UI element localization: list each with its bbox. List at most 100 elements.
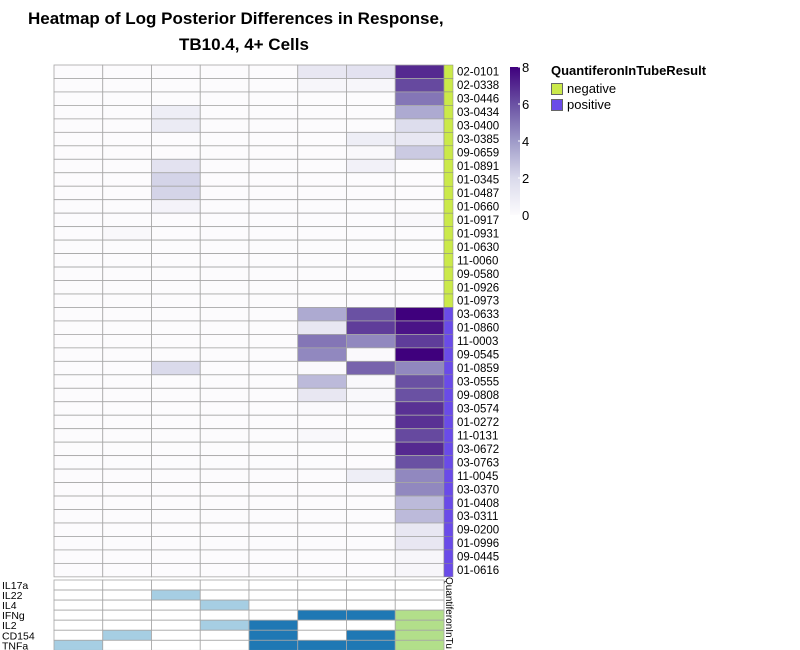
col-annotation-cell: [394, 639, 445, 650]
heatmap-cell: [151, 307, 201, 322]
heatmap-cell: [53, 266, 104, 281]
col-annotation-cell: [248, 609, 299, 621]
heatmap-cell: [297, 455, 347, 470]
heatmap-cell: [102, 158, 152, 174]
heatmap-cell: [53, 226, 104, 241]
col-annotation-cell: [248, 629, 299, 641]
heatmap-cell: [346, 562, 396, 578]
heatmap-cell: [151, 266, 201, 281]
heatmap-cell: [102, 495, 152, 510]
heatmap-cell: [102, 468, 152, 483]
row-label: 01-0272: [457, 417, 499, 429]
heatmap-cell: [297, 468, 347, 483]
heatmap-cell: [248, 333, 299, 349]
heatmap-cell: [199, 253, 250, 268]
row-label: 01-0917: [457, 215, 499, 227]
col-annotation-cell: [53, 609, 104, 621]
heatmap-cell: [248, 91, 299, 106]
row-label: 01-0487: [457, 188, 499, 200]
heatmap-cell: [102, 536, 152, 551]
heatmap-cell: [53, 522, 104, 537]
heatmap-cell: [394, 374, 445, 389]
heatmap-cell: [297, 387, 347, 403]
heatmap-cell: [53, 158, 104, 174]
heatmap-cell: [53, 91, 104, 106]
row-label: 03-0672: [457, 444, 499, 456]
col-annotation-cell: [346, 579, 396, 591]
heatmap-cell: [151, 333, 201, 349]
row-annotation-cell: [443, 105, 454, 120]
heatmap-cell: [394, 212, 445, 228]
heatmap-cell: [199, 482, 250, 497]
heatmap-cell: [199, 78, 250, 93]
row-annotation-cell: [443, 78, 454, 93]
heatmap-cell: [199, 360, 250, 376]
heatmap-cell: [346, 495, 396, 510]
heatmap-cell: [394, 495, 445, 510]
heatmap-cell: [346, 509, 396, 524]
col-annotation-cell: [53, 579, 104, 591]
col-annotation-cell: [297, 599, 347, 611]
heatmap-cell: [248, 266, 299, 281]
heatmap-cell: [199, 414, 250, 430]
col-annotation-label: TNFa: [2, 640, 28, 650]
heatmap-cell: [248, 280, 299, 295]
row-annotation-cell: [443, 118, 454, 133]
col-annotation-cell: [248, 589, 299, 601]
row-label: 03-0763: [457, 457, 499, 469]
col-annotation-cell: [346, 629, 396, 641]
heatmap-cell: [248, 212, 299, 228]
heatmap-cell: [346, 333, 396, 349]
heatmap-cell: [394, 522, 445, 537]
row-annotation-cell: [443, 172, 454, 187]
col-annotation-cell: [394, 599, 445, 611]
heatmap-cell: [346, 131, 396, 147]
heatmap-cell: [297, 226, 347, 241]
heatmap-cell: [297, 333, 347, 349]
heatmap-cell: [248, 360, 299, 376]
heatmap-cell: [151, 105, 201, 120]
heatmap-cell: [297, 145, 347, 160]
row-annotation-cell: [443, 239, 454, 254]
heatmap-cell: [346, 522, 396, 537]
heatmap-cell: [394, 509, 445, 524]
heatmap-cell: [199, 64, 250, 79]
heatmap-cell: [346, 185, 396, 201]
row-annotation-cell: [443, 293, 454, 308]
heatmap-cell: [248, 522, 299, 537]
col-annotation-cell: [199, 579, 250, 591]
row-label: 03-0311: [457, 511, 498, 523]
row-label: 03-0370: [457, 484, 499, 496]
col-annotation-cell: [53, 619, 104, 631]
colorbar-tick-label: 2: [522, 171, 529, 186]
heatmap-cell: [53, 105, 104, 120]
col-annotation-label: IL2: [2, 620, 17, 632]
heatmap-cell: [297, 293, 347, 308]
row-annotation-cell: [443, 441, 454, 456]
row-annotation-cell: [443, 509, 454, 524]
heatmap-cell: [53, 185, 104, 201]
heatmap-cell: [151, 212, 201, 228]
heatmap-cell: [53, 441, 104, 457]
heatmap-cell: [53, 239, 104, 254]
heatmap-cell: [199, 105, 250, 120]
heatmap-cell: [53, 199, 104, 214]
heatmap-cell: [53, 64, 104, 79]
row-annotation-cell: [443, 347, 454, 362]
col-annotation-cell: [102, 579, 152, 591]
heatmap-cell: [53, 347, 104, 362]
heatmap-cell: [199, 293, 250, 308]
row-label: 01-0345: [457, 174, 499, 186]
heatmap-cell: [53, 253, 104, 268]
row-annotation-cell: [443, 549, 454, 564]
col-annotation-cell: [346, 639, 396, 650]
heatmap-cell: [394, 266, 445, 281]
heatmap-cell: [102, 145, 152, 160]
row-annotation-cell: [443, 414, 454, 429]
row-annotation-cell: [443, 374, 454, 389]
heatmap-cell: [346, 307, 396, 322]
heatmap-cell: [394, 468, 445, 483]
heatmap-cell: [53, 320, 104, 335]
heatmap-cell: [346, 482, 396, 497]
heatmap-cell: [151, 536, 201, 551]
